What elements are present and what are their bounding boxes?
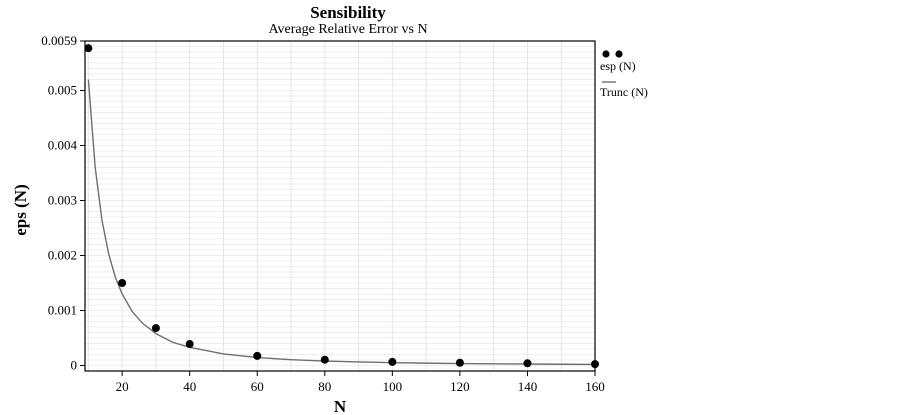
y-tick-label: 0.005 (48, 83, 77, 98)
legend-label-trunc: Trunc (N) (600, 85, 648, 99)
x-tick-label: 120 (450, 379, 470, 394)
trunc-line (87, 79, 596, 366)
axes (80, 40, 596, 376)
data-point (84, 44, 93, 53)
tick-labels: 20 40 60 80 100 120 140 160 0 0.001 0.002 0.003 0.00… (41, 33, 605, 394)
legend-marker-esp (602, 50, 610, 58)
y-tick-label: 0 (71, 358, 78, 373)
legend-label-esp: esp (N) (600, 59, 636, 73)
x-tick-label: 40 (183, 379, 196, 394)
data-point (118, 279, 127, 287)
data-point (455, 358, 464, 367)
x-tick-label: 140 (518, 379, 538, 394)
grid (85, 40, 596, 371)
legend: esp (N) Trunc (N) (600, 50, 648, 99)
legend-marker-esp (615, 50, 623, 58)
x-axis-label: N (334, 397, 347, 415)
y-tick-label: 0.003 (48, 193, 77, 208)
y-tick-label: 0.004 (48, 138, 78, 153)
x-tick-label: 60 (251, 379, 264, 394)
chart-title: Sensibility (310, 3, 386, 22)
plot-frame (84, 40, 596, 372)
y-tick-label: 0.0059 (41, 33, 77, 48)
data-point (185, 340, 194, 349)
chart-subtitle: Average Relative Error vs N (268, 22, 427, 37)
data-point (523, 359, 532, 368)
y-tick-label: 0.001 (48, 303, 77, 318)
x-tick-label: 160 (585, 379, 605, 394)
data-point (388, 357, 397, 366)
y-tick-label: 0.002 (48, 248, 77, 263)
x-tick-label: 80 (318, 379, 331, 394)
x-tick-label: 100 (383, 379, 403, 394)
x-tick-label: 20 (116, 379, 129, 394)
data-point (320, 355, 329, 364)
data-point (591, 360, 599, 369)
data-point (253, 351, 262, 360)
series (84, 44, 599, 369)
y-axis-label: eps (N) (11, 184, 30, 235)
data-point (151, 324, 160, 333)
